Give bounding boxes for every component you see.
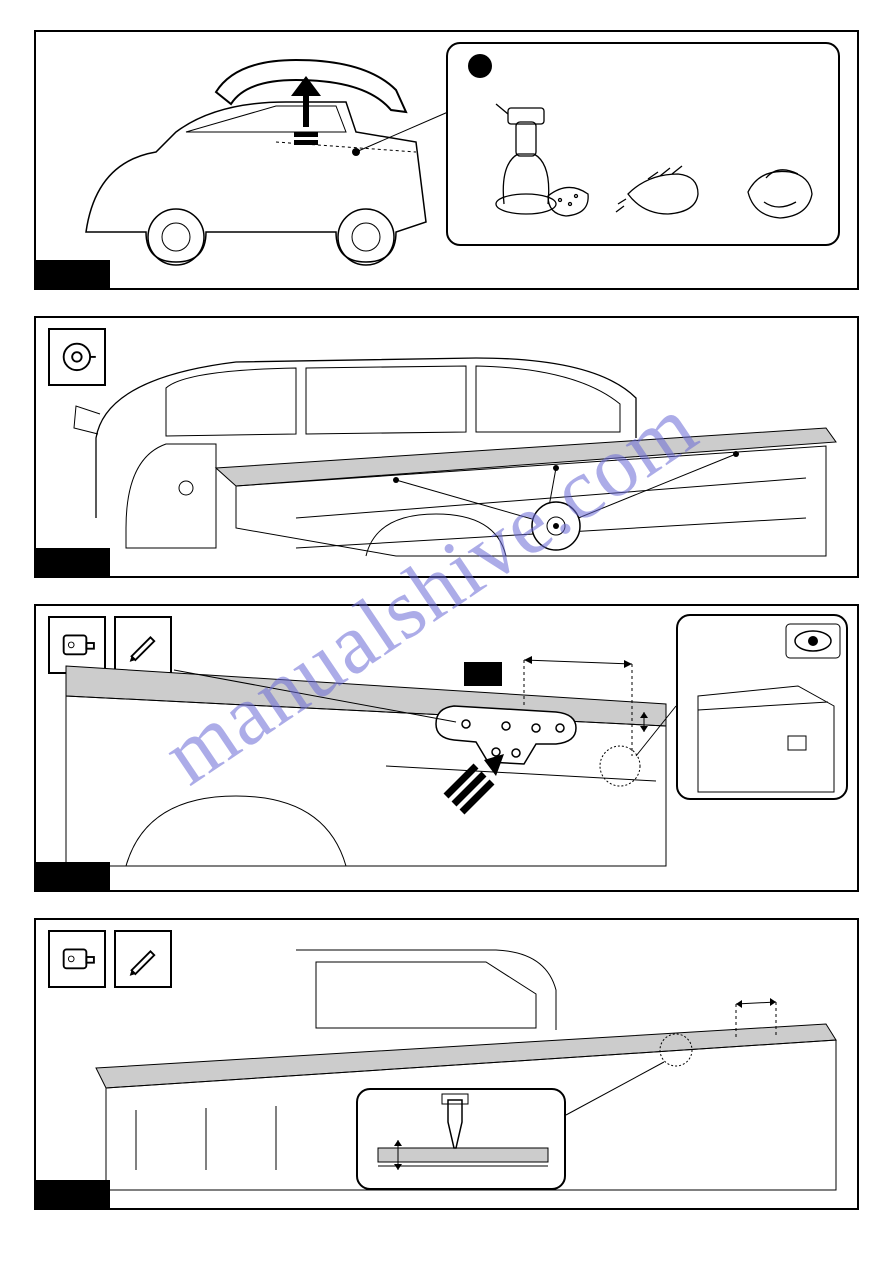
step-number-tab-3 (34, 862, 110, 892)
step-panel-4 (34, 918, 859, 1210)
step-number-tab-4 (34, 1180, 110, 1210)
eye-icon (678, 616, 850, 802)
drill-rail-detail-inset (356, 1088, 566, 1190)
step-number-tab-1 (34, 260, 110, 290)
truck-bed-locate-holes (36, 318, 856, 580)
step-panel-1 (34, 30, 859, 290)
callout-dot (468, 54, 492, 78)
step-panel-3 (34, 604, 859, 892)
cleaning-icons (448, 44, 842, 248)
step-panel-2 (34, 316, 859, 578)
drill-detail (358, 1090, 568, 1192)
cleaning-inset (446, 42, 840, 246)
step-number-tab-2 (34, 548, 110, 578)
eye-detail-inset (676, 614, 848, 800)
